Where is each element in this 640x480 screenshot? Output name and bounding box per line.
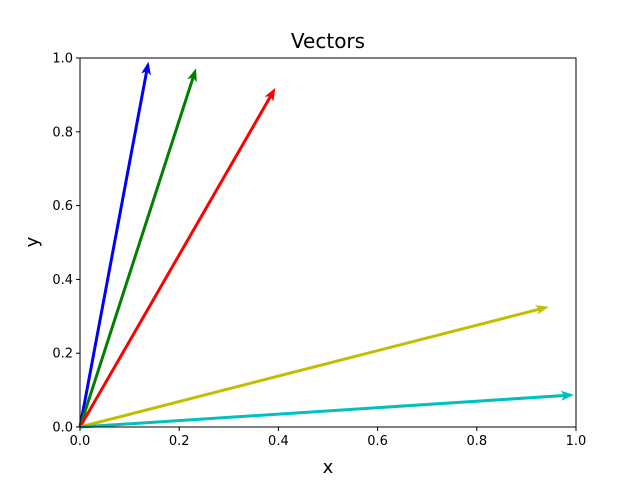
vector-shaft [79,393,567,429]
vector-arrow [78,68,197,428]
vector-arrowhead [264,87,276,102]
vector-arrowhead [534,305,549,315]
y-tick-label: 1.0 [52,52,73,67]
vector-arrowhead [187,68,197,83]
x-axis-label: x [323,457,334,478]
vector-arrowhead [141,61,151,76]
vector-arrow [79,305,549,429]
x-tick-label: 0.0 [70,434,91,449]
vector-shaft [78,69,149,428]
x-tick-label: 1.0 [566,434,587,449]
x-tick-label: 0.4 [268,434,289,449]
vector-arrow [78,61,151,428]
y-tick-label: 0.6 [52,199,73,214]
vectors-layer [78,61,575,429]
y-axis-ticks: 0.0 0.2 0.4 0.6 0.8 1.0 [52,52,80,436]
y-tick-label: 0.4 [52,273,73,288]
vector-shaft [79,307,542,429]
y-axis-label: y [22,236,43,247]
vector-arrowhead [560,390,575,401]
x-tick-label: 0.6 [367,434,388,449]
vector-arrow [79,390,575,429]
y-tick-label: 0.8 [52,125,73,140]
x-tick-label: 0.2 [169,434,190,449]
x-tick-label: 0.8 [466,434,487,449]
plot-frame [79,57,577,428]
vector-shaft [78,75,196,428]
y-tick-label: 0.0 [52,421,73,436]
chart-title: Vectors [291,29,365,53]
y-tick-label: 0.2 [52,347,73,362]
x-axis-ticks: 0.0 0.2 0.4 0.6 0.8 1.0 [70,427,587,449]
vector-shaft [78,93,273,428]
vector-arrow [78,87,276,428]
